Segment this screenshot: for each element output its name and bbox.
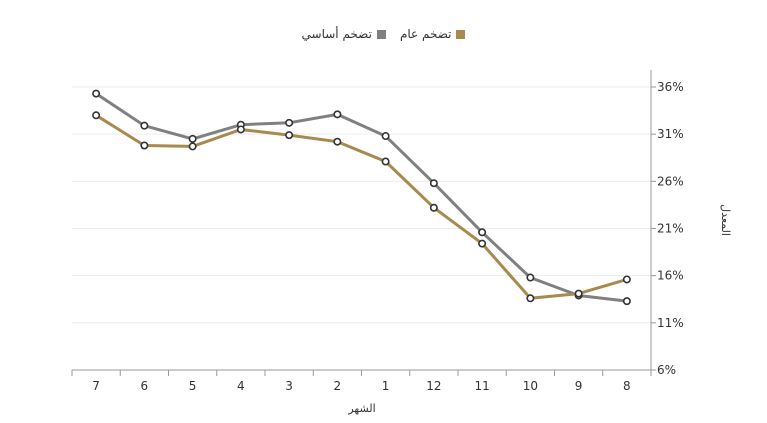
data-point-series-0 xyxy=(236,125,245,134)
x-tick-label: 5 xyxy=(189,379,197,393)
x-tick-label: 2 xyxy=(334,379,342,393)
data-point-series-1 xyxy=(526,273,535,282)
series-points xyxy=(92,89,631,306)
y-tick-label: 26% xyxy=(657,174,684,188)
legend-label-series-0: تضخم عام xyxy=(399,27,452,41)
y-tick-label: 36% xyxy=(657,80,684,94)
axes: 36% 31% 26% 21% 16% 11% 6% 7 6 5 4 3 2 1 12 11 10 9 8 xyxy=(71,70,684,393)
data-point-series-0 xyxy=(92,111,101,120)
x-tick-label: 1 xyxy=(382,379,390,393)
x-tick-label: 6 xyxy=(141,379,149,393)
x-tick-label: 7 xyxy=(92,379,100,393)
legend-item-series-0[interactable]: تضخم عام xyxy=(400,27,466,41)
y-tick-label: 11% xyxy=(657,316,684,330)
legend-label-series-1: تضخم أساسي xyxy=(301,27,372,41)
data-point-series-0 xyxy=(285,131,294,140)
data-point-series-1 xyxy=(140,121,149,130)
data-point-series-0 xyxy=(140,141,149,150)
x-tick-label: 3 xyxy=(285,379,293,393)
y-tick-label: 16% xyxy=(657,269,684,283)
data-point-series-1 xyxy=(188,134,197,143)
gridlines xyxy=(72,86,651,324)
legend-item-series-1[interactable]: تضخم أساسي xyxy=(302,27,386,41)
data-point-series-0 xyxy=(381,157,390,166)
series-line-0 xyxy=(95,114,628,300)
x-tick-label: 11 xyxy=(474,379,489,393)
chart-legend: تضخم عام تضخم أساسي xyxy=(0,27,767,41)
x-tick-label: 12 xyxy=(426,379,441,393)
data-point-series-0 xyxy=(188,142,197,151)
data-point-series-1 xyxy=(333,110,342,119)
data-point-series-1 xyxy=(92,89,101,98)
x-axis-title: الشهر xyxy=(347,402,375,415)
series-line-1 xyxy=(95,92,628,303)
data-point-series-0 xyxy=(622,275,631,284)
x-tick-label: 8 xyxy=(623,379,631,393)
x-tick-label: 10 xyxy=(523,379,538,393)
y-tick-label: 21% xyxy=(657,222,684,236)
series-lines xyxy=(95,92,628,303)
data-point-series-1 xyxy=(429,179,438,188)
legend-swatch-series-0 xyxy=(456,29,466,39)
x-tick-label: 4 xyxy=(237,379,245,393)
data-point-series-1 xyxy=(285,118,294,127)
data-point-series-1 xyxy=(381,132,390,141)
data-point-series-0 xyxy=(574,289,583,298)
data-point-series-0 xyxy=(526,294,535,303)
x-tick-label: 9 xyxy=(575,379,583,393)
y-tick-label: 31% xyxy=(657,127,684,141)
data-point-series-0 xyxy=(333,137,342,146)
y-tick-label: 6% xyxy=(657,363,676,377)
legend-swatch-series-1 xyxy=(376,29,386,39)
data-point-series-0 xyxy=(429,203,438,212)
y-axis-title: المعدل xyxy=(719,204,732,236)
data-point-series-1 xyxy=(478,228,487,237)
data-point-series-1 xyxy=(622,297,631,306)
data-point-series-0 xyxy=(478,239,487,248)
